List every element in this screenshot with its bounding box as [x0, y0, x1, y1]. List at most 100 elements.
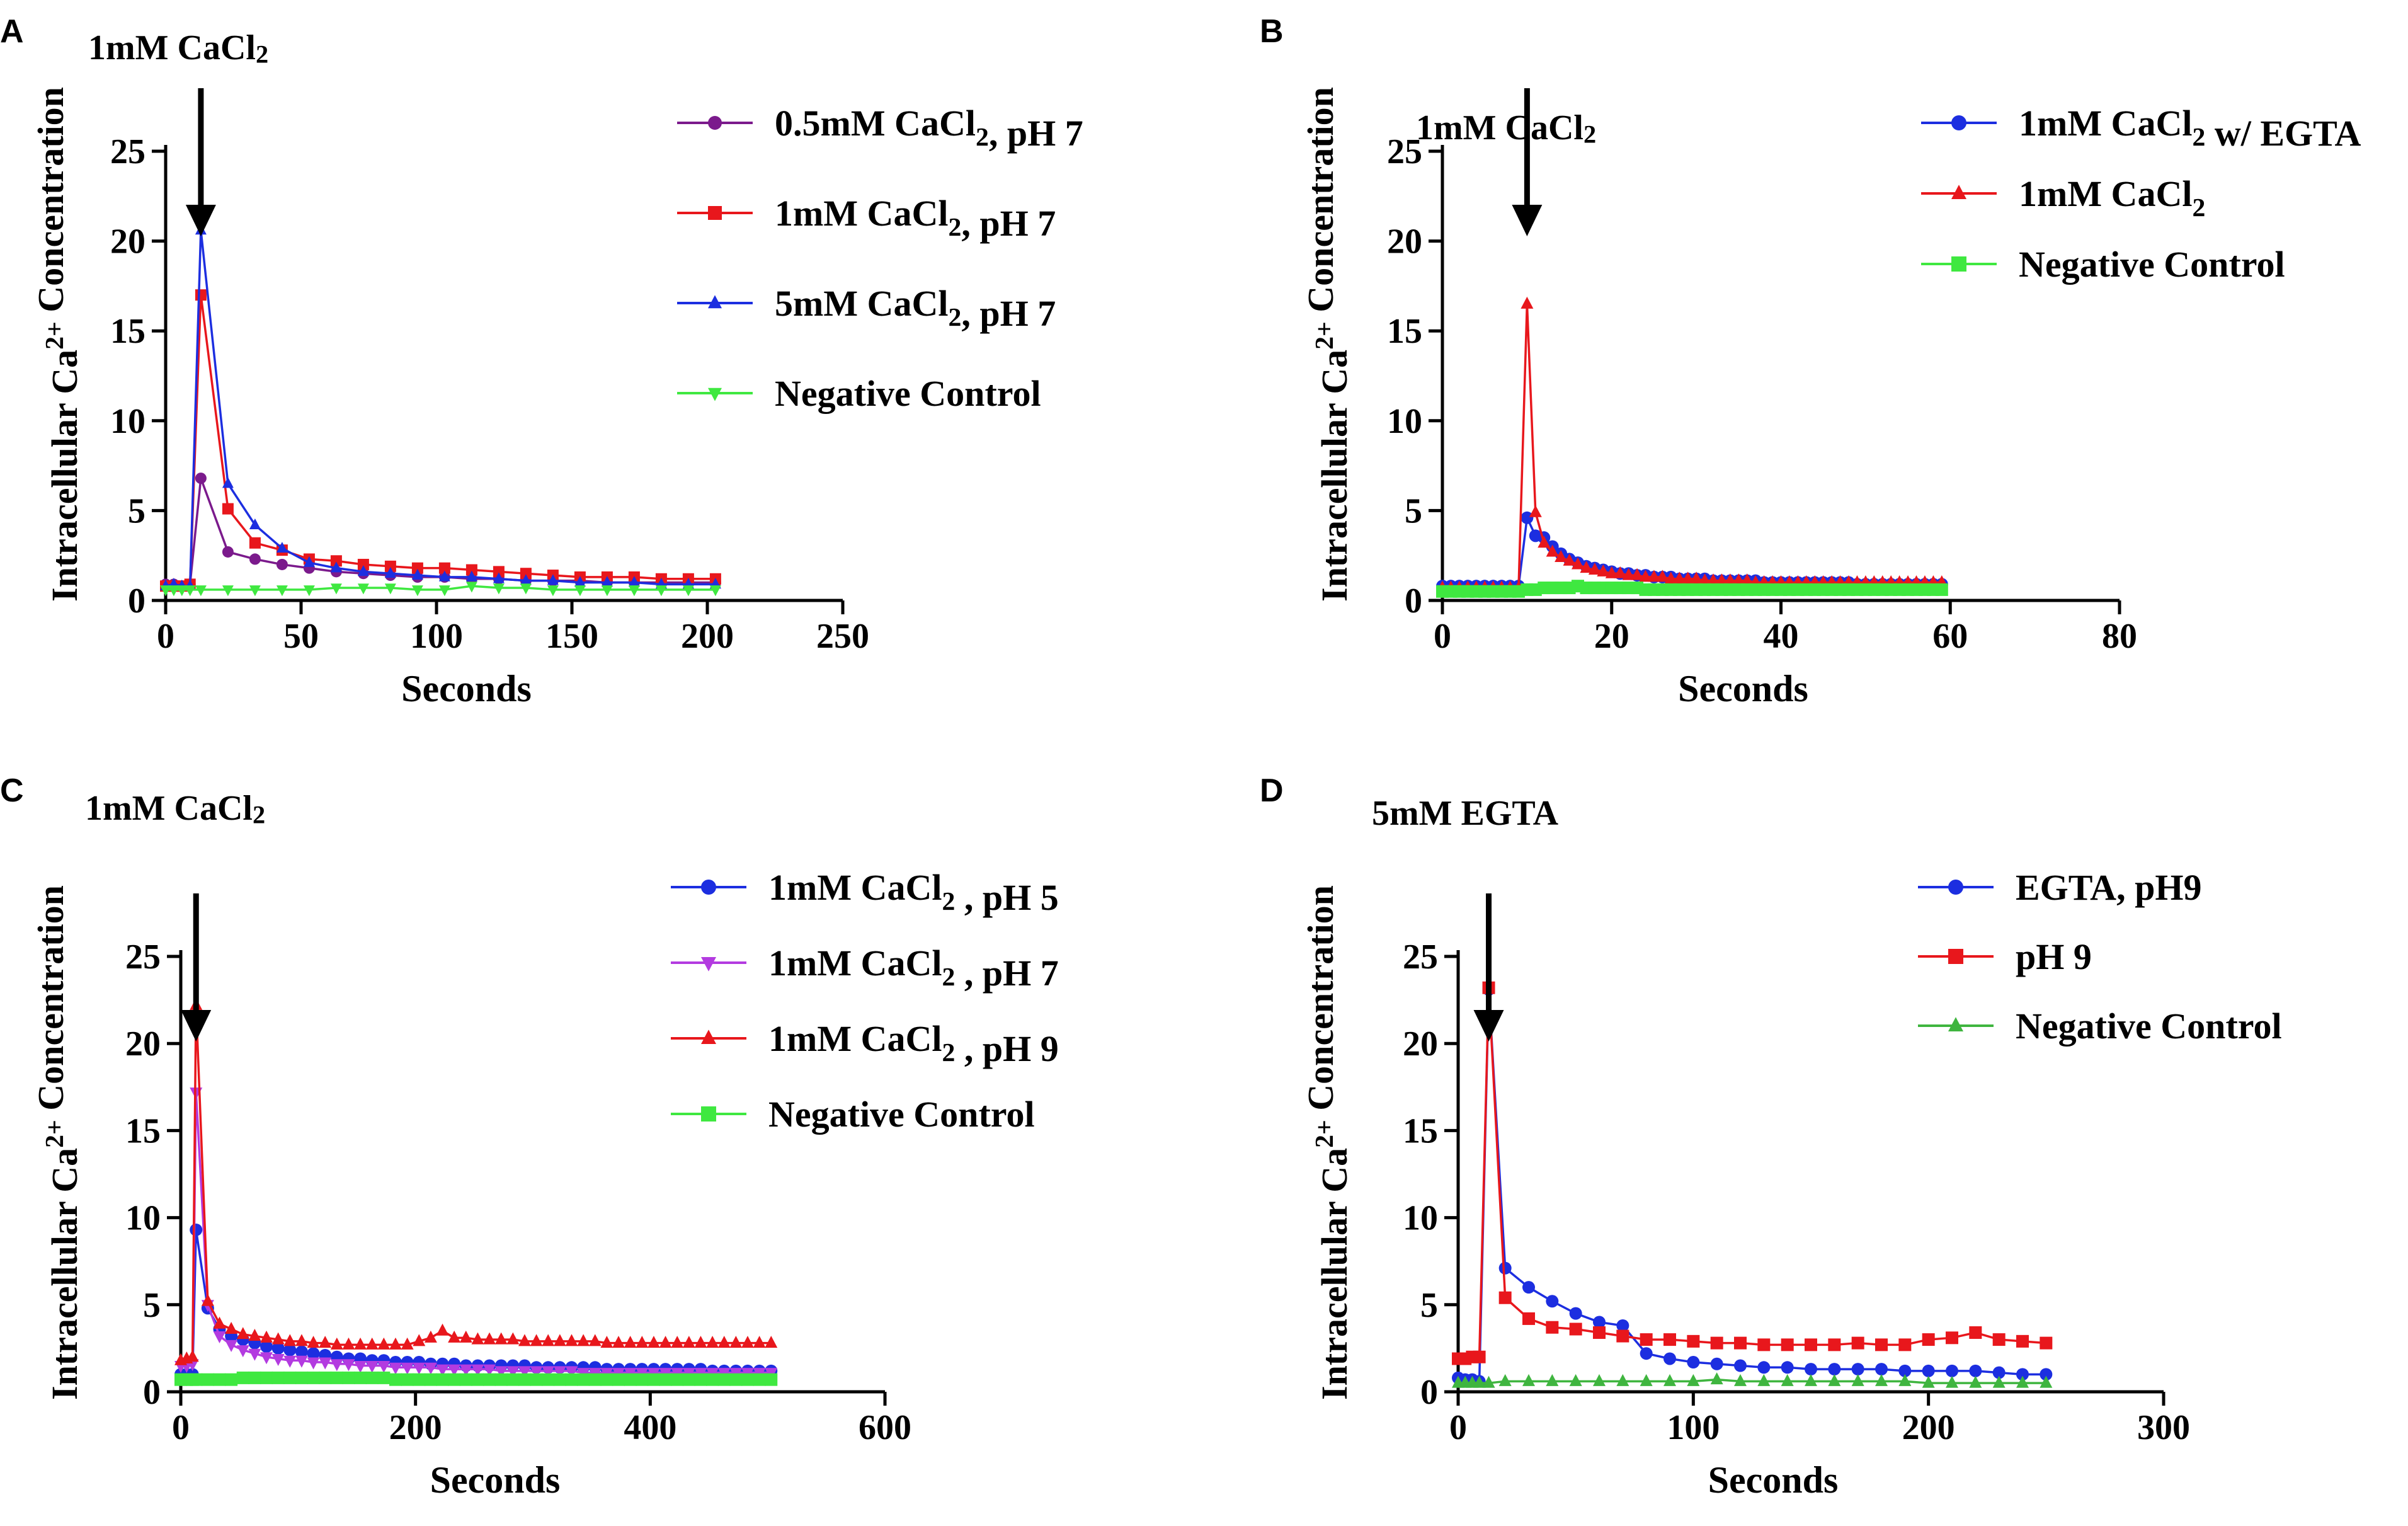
data-point — [1740, 573, 1754, 586]
data-point — [1710, 1357, 1723, 1370]
data-point — [2016, 1375, 2029, 1388]
data-point — [520, 574, 532, 585]
data-point — [1969, 1364, 1982, 1377]
data-point — [636, 1336, 649, 1348]
data-point — [295, 1371, 308, 1384]
y-tick-label: 15 — [110, 312, 146, 351]
x-tick-label: 0 — [157, 617, 174, 656]
data-point — [628, 585, 640, 597]
data-point — [342, 1359, 355, 1372]
data-point — [2040, 1375, 2053, 1388]
data-point — [530, 1334, 543, 1346]
data-point — [260, 1330, 273, 1343]
data-point — [1614, 566, 1627, 578]
data-point — [1473, 1375, 1486, 1388]
data-point — [1681, 571, 1694, 584]
addition-arrow-head — [185, 205, 216, 236]
legend-label: 1mM CaCl2 , pH 9 — [768, 1018, 1059, 1069]
legend-marker — [701, 1106, 716, 1122]
data-point — [1734, 1336, 1747, 1350]
data-point — [542, 1334, 555, 1346]
x-axis-label: Seconds — [430, 1459, 561, 1501]
x-tick-label: 50 — [283, 617, 319, 656]
data-point — [1781, 1338, 1794, 1351]
data-point — [236, 1345, 249, 1358]
data-point — [1593, 1374, 1606, 1386]
data-point — [186, 1350, 199, 1362]
x-tick-label: 150 — [545, 617, 598, 656]
data-point — [588, 1373, 602, 1386]
data-point — [494, 1366, 508, 1379]
y-tick-label: 15 — [1387, 312, 1422, 351]
data-point — [295, 1355, 308, 1368]
x-tick-label: 20 — [1594, 617, 1629, 656]
data-point — [1898, 1338, 1912, 1351]
data-point — [413, 1334, 426, 1346]
legend: 1mM CaCl2 , pH 5 1mM CaCl2 , pH 7 1mM CaCl… — [671, 867, 1059, 1135]
data-point — [1969, 1326, 1982, 1340]
legend-marker — [1948, 1017, 1963, 1031]
legend-label: 5mM CaCl2, pH 7 — [775, 283, 1056, 334]
legend-marker — [708, 206, 722, 220]
data-point — [1687, 1374, 1700, 1386]
data-point — [307, 1357, 320, 1370]
data-point — [471, 1373, 484, 1386]
data-point — [765, 1373, 778, 1386]
data-point — [1922, 1375, 1935, 1388]
x-tick-label: 400 — [624, 1408, 676, 1447]
y-tick-label: 20 — [110, 222, 146, 261]
chart-panel-d: D 5mM EGTA 0 100 200 300 0 5 10 15 20 25 Seconds Intr… — [1260, 772, 2282, 1501]
data-point — [753, 1373, 766, 1386]
data-point — [1473, 1350, 1486, 1363]
data-point — [1640, 1333, 1653, 1346]
legend-marker — [1951, 185, 1966, 199]
y-tick-label: 0 — [143, 1373, 161, 1412]
x-tick-label: 100 — [1667, 1408, 1720, 1447]
data-point — [694, 1373, 707, 1386]
data-point — [1588, 563, 1601, 575]
data-point — [471, 1364, 484, 1377]
data-point — [424, 1373, 437, 1386]
data-point — [1969, 1375, 1982, 1388]
data-point — [483, 1332, 496, 1345]
data-point — [1898, 1364, 1912, 1377]
data-point — [1946, 1364, 1958, 1377]
data-point — [1723, 573, 1737, 586]
data-point — [493, 566, 505, 578]
y-tick-label: 25 — [125, 938, 161, 977]
data-point — [330, 555, 342, 567]
legend: EGTA, pH9 pH 9 Negative Control — [1918, 867, 2282, 1047]
data-point — [565, 1334, 578, 1346]
panel-label: C — [0, 772, 24, 809]
data-point — [1935, 583, 1948, 596]
data-point — [384, 566, 396, 578]
series-line — [1458, 1378, 2046, 1384]
data-point — [448, 1373, 461, 1386]
x-tick-label: 200 — [1902, 1408, 1955, 1447]
data-point — [413, 1373, 426, 1386]
data-point — [1781, 1374, 1794, 1386]
legend-label: Negative Control — [768, 1094, 1035, 1135]
data-point — [671, 1373, 684, 1386]
series-2 — [1452, 1372, 2053, 1388]
data-point — [624, 1373, 637, 1386]
data-point — [1922, 1333, 1935, 1346]
data-point — [1946, 1375, 1958, 1388]
legend-marker — [701, 880, 716, 895]
data-point — [1851, 1363, 1864, 1376]
data-point — [295, 1334, 308, 1346]
data-point — [225, 1340, 238, 1352]
data-point — [295, 1345, 308, 1358]
data-point — [636, 1373, 649, 1386]
data-point — [682, 585, 694, 597]
data-point — [518, 1373, 531, 1386]
data-point — [438, 562, 450, 574]
data-point — [2040, 1336, 2053, 1350]
data-point — [424, 1330, 437, 1343]
data-point — [459, 1364, 472, 1377]
data-point — [411, 585, 423, 597]
data-point — [160, 585, 171, 597]
data-point — [459, 1373, 472, 1386]
data-point — [1593, 1326, 1606, 1340]
data-point — [530, 1373, 543, 1386]
